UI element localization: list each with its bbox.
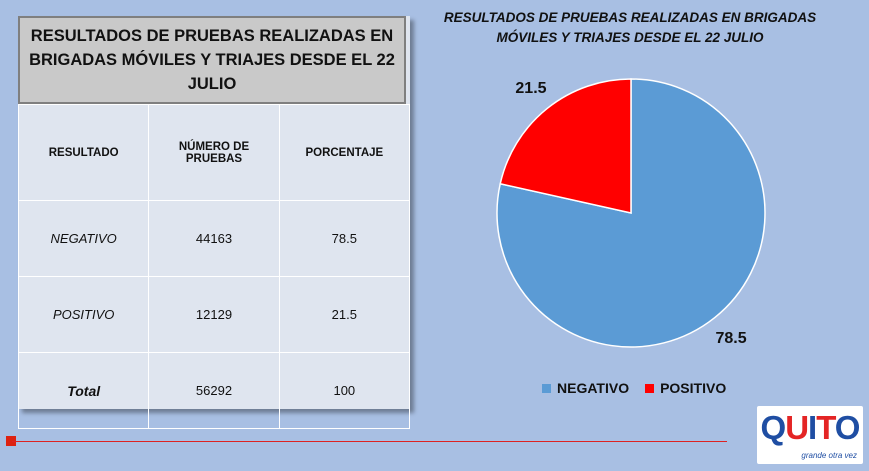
table-row-total: Total 56292 100	[17, 352, 411, 429]
pie-slice-positivo	[499, 78, 632, 214]
quito-logo: QUITO grande otra vez	[757, 406, 863, 464]
row-percent: 100	[278, 352, 411, 429]
results-table: RESULTADO NÚMERO DE PRUEBAS PORCENTAJE N…	[17, 104, 411, 429]
row-label: NEGATIVO	[17, 200, 150, 277]
row-label: Total	[17, 352, 150, 429]
legend-swatch	[645, 383, 655, 393]
chart-legend: NEGATIVO POSITIVO	[542, 380, 742, 396]
table-title: RESULTADOS DE PRUEBAS REALIZADAS EN BRIG…	[18, 16, 406, 104]
chart-title: RESULTADOS DE PRUEBAS REALIZADAS EN BRIG…	[443, 10, 817, 45]
table-row: POSITIVO 12129 21.5	[17, 276, 411, 353]
header-porcentaje: PORCENTAJE	[278, 104, 411, 201]
logo-wordmark: QUITO	[760, 409, 861, 446]
data-label-positivo: 21.5	[515, 80, 546, 97]
legend-item-negativo: NEGATIVO	[542, 380, 629, 396]
legend-item-positivo: POSITIVO	[645, 380, 726, 396]
legend-label: POSITIVO	[660, 380, 727, 396]
accent-line	[12, 441, 727, 442]
logo-tagline: grande otra vez	[801, 451, 857, 460]
header-resultado: RESULTADO	[17, 104, 150, 201]
row-percent: 21.5	[278, 276, 411, 353]
legend-label: NEGATIVO	[557, 380, 630, 396]
accent-square	[6, 436, 16, 446]
table-header-row: RESULTADO NÚMERO DE PRUEBAS PORCENTAJE	[17, 104, 411, 201]
results-table-panel: RESULTADOS DE PRUEBAS REALIZADAS EN BRIG…	[17, 16, 411, 429]
data-label-negativo: 78.5	[715, 330, 746, 347]
header-numero-pruebas: NÚMERO DE PRUEBAS	[148, 104, 280, 201]
legend-swatch	[542, 383, 551, 393]
row-count: 12129	[148, 276, 280, 353]
